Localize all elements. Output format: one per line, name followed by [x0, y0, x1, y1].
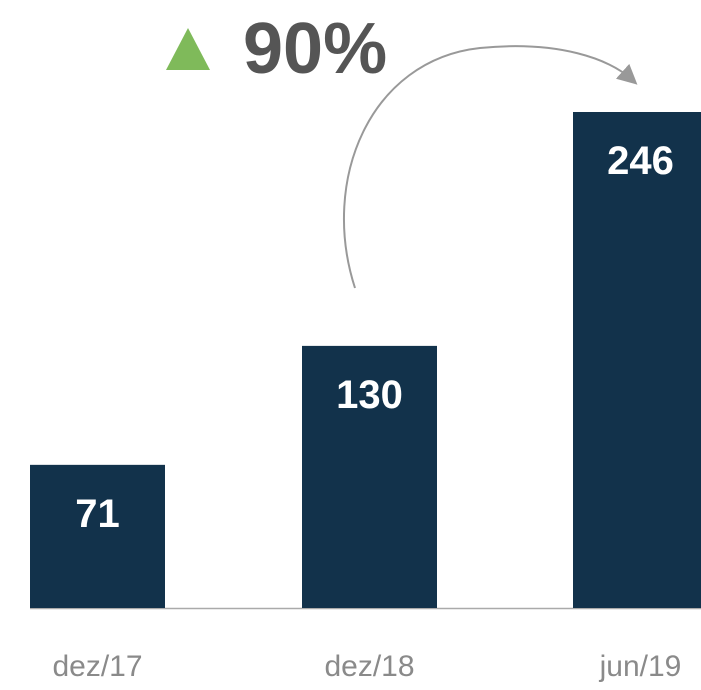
- up-triangle: [166, 28, 210, 70]
- x-tick-label: dez/18: [324, 650, 414, 683]
- value-label: 71: [75, 492, 120, 536]
- x-tick-label: dez/17: [52, 650, 142, 683]
- value-label: 130: [336, 373, 403, 417]
- bar: [573, 112, 701, 608]
- bar: [30, 464, 165, 608]
- growth-arrow: [342, 45, 638, 289]
- bar: [302, 345, 437, 608]
- x-tick-label: jun/19: [599, 650, 682, 683]
- growth-annotation: 90%: [243, 9, 387, 89]
- value-label: 246: [607, 139, 674, 183]
